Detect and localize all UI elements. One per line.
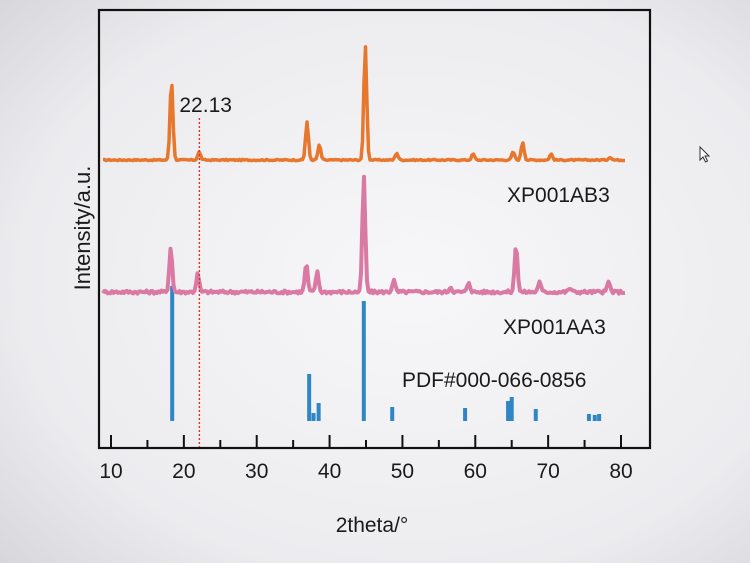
series-label-xp001ab3: XP001AB3 — [507, 184, 610, 207]
mouse-cursor-icon — [699, 145, 711, 163]
series-xp001aa3-line — [101, 174, 626, 296]
reference-label: PDF#000-066-0856 — [402, 369, 586, 392]
series-xp001ab3-line — [102, 45, 626, 163]
x-tick-label: 50 — [391, 460, 414, 483]
annotation-label: 22.13 — [179, 94, 232, 117]
x-tick-label: 20 — [172, 460, 195, 483]
x-tick-label: 80 — [609, 460, 632, 483]
x-tick-label: 40 — [318, 460, 341, 483]
x-tick-label: 60 — [464, 460, 487, 483]
reference-pattern — [170, 286, 602, 421]
plot-frame — [97, 8, 652, 450]
x-axis-label: 2theta/° — [336, 514, 409, 537]
y-axis-label: Intensity/a.u. — [70, 166, 95, 291]
series-label-xp001aa3: XP001AA3 — [503, 316, 606, 339]
x-tick-label: 10 — [99, 460, 122, 483]
x-tick-label: 70 — [536, 460, 559, 483]
x-axis-ticks: 10 20 30 40 50 60 70 80 — [99, 435, 633, 483]
x-tick-label: 30 — [245, 460, 268, 483]
